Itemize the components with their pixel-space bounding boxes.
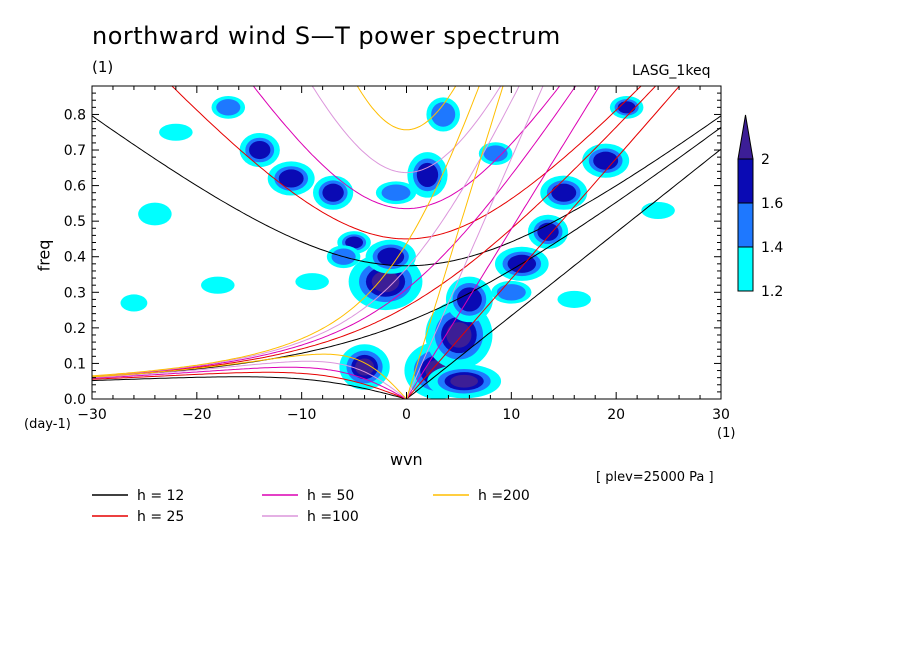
x-tick-label: −30 [77, 407, 107, 423]
power-blob-high [278, 169, 304, 188]
chart-title: northward wind S—T power spectrum [92, 22, 561, 50]
legend-label: h =100 [307, 509, 359, 525]
power-blob-mid [483, 145, 508, 162]
dispersion-curve-kelvin [406, 86, 681, 399]
dispersion-curve-rossby [92, 371, 407, 399]
x-tick-label: −10 [287, 407, 317, 423]
dispersion-curve-ig1 [311, 86, 502, 174]
y-tick-label: 0.3 [64, 285, 86, 301]
dispersion-curve-rossby [92, 360, 407, 399]
power-blob-high [322, 183, 344, 202]
y-tick-label: 0.4 [64, 250, 86, 266]
y-tick-label: 0.2 [64, 321, 86, 337]
y-axis-unit: (day-1) [24, 417, 71, 432]
colorbar: 1.2 1.4 1.6 2 [737, 114, 783, 300]
power-blob-mid [216, 99, 241, 116]
dispersion-curve-rossby [92, 376, 407, 399]
power-blob-mid [381, 184, 411, 201]
x-axis-unit: (1) [717, 426, 736, 441]
power-contours [120, 95, 675, 399]
power-blob-mid [431, 102, 456, 127]
title-unit: (1) [92, 58, 114, 76]
dispersion-curve-mrg [92, 126, 721, 378]
colorbar-label: 1.6 [761, 196, 783, 212]
x-tick-label: 0 [402, 407, 411, 423]
power-blob-halo [201, 276, 235, 294]
x-axis-label: wvn [390, 450, 423, 469]
y-tick-label: 0.7 [64, 143, 86, 159]
power-blob-high [416, 162, 439, 188]
power-blob-high [345, 236, 363, 249]
colorbar-segment [737, 246, 754, 292]
dispersion-curve-mrg [92, 86, 657, 378]
dispersion-curve-kelvin [406, 86, 601, 399]
y-tick-label: 0.1 [64, 356, 86, 372]
dispersion-curve-ig1 [92, 115, 721, 267]
dispersion-curve-rossby [92, 366, 407, 399]
y-tick-label: 0.8 [64, 107, 86, 123]
x-tick-label: 20 [607, 407, 625, 423]
power-blob-high [537, 222, 559, 241]
dispersion-curves [92, 86, 721, 399]
dispersion-curve-ig1 [356, 86, 457, 131]
power-blob-peak [371, 270, 400, 293]
dispersion-curve-mrg [92, 86, 577, 377]
colorbar-arrow [737, 114, 754, 160]
power-blob-high [551, 183, 577, 202]
power-blob-mid [496, 284, 526, 301]
colorbar-segment [737, 158, 754, 204]
power-blob-high [593, 151, 619, 170]
dispersion-curve-kelvin [406, 86, 504, 399]
power-blob-halo [295, 273, 329, 291]
power-blob-peak [355, 358, 375, 376]
dispersion-curve-kelvin [406, 86, 544, 399]
x-tick-label: −20 [182, 407, 212, 423]
dispersion-curve-ig1 [171, 86, 642, 240]
power-blob-peak [450, 374, 478, 388]
power-blob-peak [446, 322, 472, 348]
power-blob-high [617, 101, 636, 114]
x-tick-label: 30 [712, 407, 730, 423]
y-tick-label: 0.5 [64, 214, 86, 230]
axis-ticks: −30 −20 −10 0 10 20 30 0.0 0.1 0.2 0.3 0.4 0.5 0.6 0.7… [64, 86, 730, 423]
colorbar-label: 2 [761, 152, 770, 168]
colorbar-segment [737, 202, 754, 248]
legend-label: h = 50 [307, 488, 354, 504]
power-blob-halo [120, 294, 148, 312]
legend-label: h = 12 [137, 488, 184, 504]
power-blob-halo [557, 290, 592, 308]
legend-label: h = 25 [137, 509, 184, 525]
power-blob-halo [159, 123, 193, 141]
power-blob-halo [138, 202, 172, 226]
y-tick-label: 0.6 [64, 179, 86, 195]
dispersion-curve-mrg [92, 86, 480, 377]
y-tick-label: 0.0 [64, 392, 86, 408]
pressure-level-label: [ plev=25000 Pa ] [596, 470, 714, 485]
run-label: LASG_1keq [632, 63, 711, 79]
legend-label: h =200 [478, 488, 530, 504]
dispersion-curve-rossby [92, 353, 407, 399]
colorbar-label: 1.4 [761, 240, 783, 256]
legend: h = 12 h = 25 h = 50 h =100 h =200 [92, 488, 530, 525]
power-blob-high [249, 140, 271, 160]
x-tick-label: 10 [502, 407, 520, 423]
colorbar-label: 1.2 [761, 284, 783, 300]
power-blob-halo [641, 201, 675, 220]
power-blob-high [377, 247, 405, 266]
power-blob-high [456, 287, 482, 312]
dispersion-curve-ig1 [252, 86, 561, 210]
dispersion-curve-mrg [92, 86, 520, 377]
dispersion-curve-kelvin [406, 148, 721, 399]
